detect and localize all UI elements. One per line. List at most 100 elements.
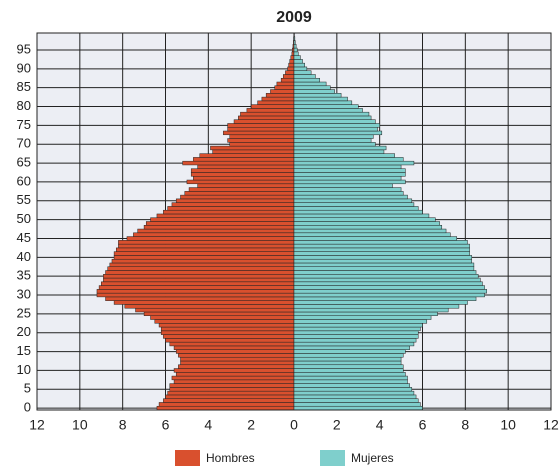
x-tick-label: 2 xyxy=(333,417,341,433)
bar xyxy=(293,353,404,358)
bar xyxy=(190,168,295,173)
bar xyxy=(233,119,295,124)
y-tick-label: 75 xyxy=(17,117,31,132)
y-tick-label: 80 xyxy=(17,98,31,113)
bar xyxy=(293,108,363,113)
bar xyxy=(293,74,316,79)
bar xyxy=(293,179,406,185)
bar xyxy=(169,341,295,347)
bar xyxy=(293,221,440,226)
y-tick-label: 35 xyxy=(17,268,31,283)
bar xyxy=(293,258,473,264)
bar xyxy=(293,145,387,151)
bar xyxy=(160,326,295,332)
bar xyxy=(293,390,415,396)
bar xyxy=(293,360,402,366)
bar xyxy=(293,104,359,109)
bar xyxy=(292,47,295,53)
bar xyxy=(156,213,295,218)
bar xyxy=(293,209,423,215)
bar xyxy=(105,270,295,275)
bar xyxy=(190,172,295,177)
bar xyxy=(293,191,404,196)
bar xyxy=(293,375,408,381)
bar xyxy=(143,225,295,230)
y-tick-label: 65 xyxy=(17,155,31,170)
bar xyxy=(180,360,295,366)
y-tick-label: 50 xyxy=(17,211,31,226)
bar xyxy=(169,383,295,388)
bar xyxy=(293,172,406,177)
bar xyxy=(257,100,295,105)
bar xyxy=(227,138,295,143)
bar xyxy=(107,266,295,271)
x-tick-label: 8 xyxy=(119,417,127,433)
bar xyxy=(229,142,295,147)
bar xyxy=(293,285,485,290)
bar xyxy=(293,176,402,181)
bar xyxy=(113,255,295,260)
bar xyxy=(193,157,295,162)
bar xyxy=(293,130,383,136)
bar xyxy=(109,262,295,267)
bar xyxy=(293,307,449,313)
bar xyxy=(293,59,303,64)
bar xyxy=(178,364,295,369)
bar xyxy=(96,292,295,298)
y-tick-label: 90 xyxy=(17,60,31,75)
bar xyxy=(193,176,295,181)
bar xyxy=(293,149,385,154)
bar xyxy=(293,89,335,94)
x-tick-label: 6 xyxy=(162,417,170,433)
bar xyxy=(103,274,295,279)
bar xyxy=(293,36,296,41)
bar xyxy=(197,183,295,188)
bar xyxy=(290,55,295,60)
bar xyxy=(180,194,295,200)
bar xyxy=(210,145,295,151)
x-tick-label: 12 xyxy=(543,417,559,433)
bar xyxy=(293,372,406,377)
y-tick-label: 95 xyxy=(17,41,31,56)
bar xyxy=(293,292,485,298)
bar xyxy=(103,277,295,283)
bar xyxy=(288,62,295,68)
bar xyxy=(293,326,421,332)
bar xyxy=(223,130,295,136)
bar xyxy=(293,274,479,279)
bar xyxy=(160,330,295,335)
bar xyxy=(293,296,477,301)
bar xyxy=(293,338,417,343)
bar xyxy=(293,232,451,237)
bar xyxy=(261,96,295,102)
bar xyxy=(167,206,295,211)
legend-label: Hombres xyxy=(206,451,255,465)
bar xyxy=(184,191,295,196)
bar xyxy=(293,255,473,260)
bar xyxy=(238,115,295,120)
bar xyxy=(115,247,295,252)
bar xyxy=(118,240,295,245)
bar xyxy=(182,160,295,166)
legend-label: Mujeres xyxy=(351,451,394,465)
bar xyxy=(293,349,406,354)
bar xyxy=(167,390,295,396)
bar xyxy=(293,236,458,241)
bar xyxy=(293,187,402,192)
bar xyxy=(293,243,470,249)
bar xyxy=(158,402,295,407)
bar xyxy=(150,315,295,320)
bar xyxy=(293,379,408,384)
bar xyxy=(246,108,295,113)
bar xyxy=(293,127,378,132)
bar xyxy=(293,44,297,49)
legend-swatch xyxy=(175,450,200,466)
bar xyxy=(293,228,447,234)
bar xyxy=(150,217,295,222)
bar xyxy=(293,168,406,173)
bar xyxy=(270,89,295,94)
bar xyxy=(293,277,481,283)
bar xyxy=(293,157,404,162)
bar xyxy=(293,394,417,399)
y-tick-label: 60 xyxy=(17,173,31,188)
